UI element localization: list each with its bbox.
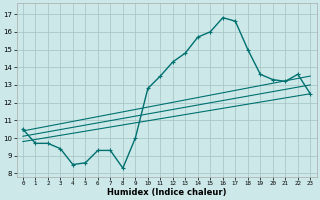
X-axis label: Humidex (Indice chaleur): Humidex (Indice chaleur) bbox=[107, 188, 226, 197]
